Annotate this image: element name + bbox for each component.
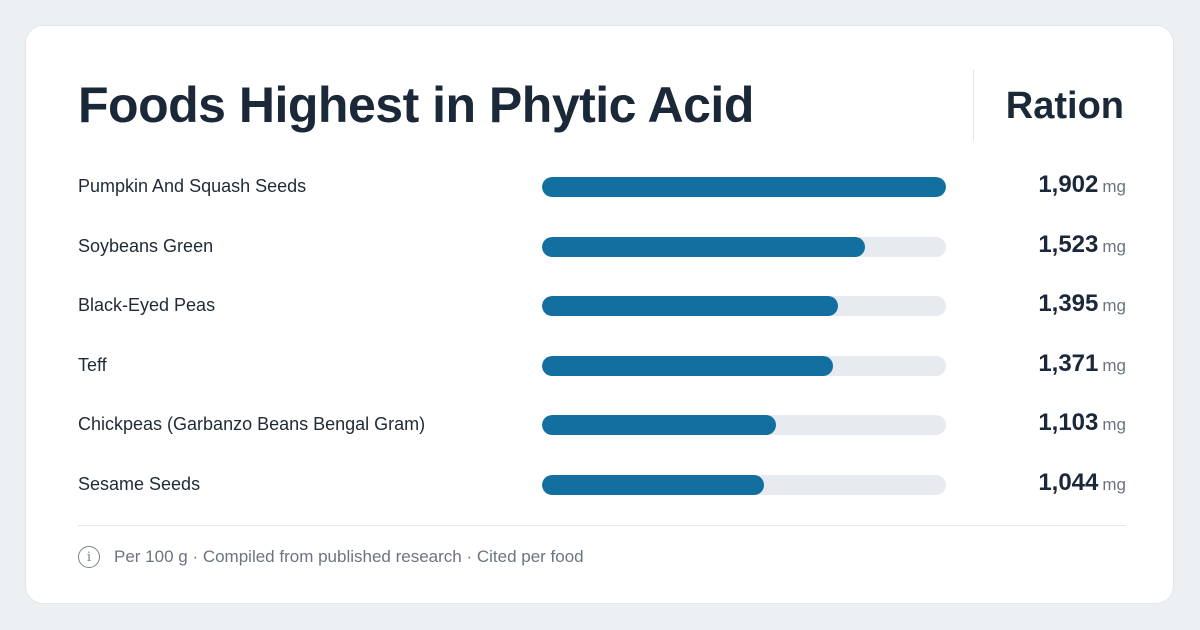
value-label: 1,395 mg: [1038, 289, 1126, 322]
bar-row: Sesame Seeds 1,044 mg: [78, 455, 1126, 515]
bar-track: [542, 177, 946, 197]
value-column-title: Ration: [1005, 85, 1124, 127]
footer-divider: [78, 525, 1126, 526]
bar-track: [542, 236, 946, 257]
bar-track: [542, 355, 946, 376]
value-unit: mg: [1102, 236, 1126, 256]
value-number: 1,902: [1038, 171, 1099, 198]
value-number: 1,395: [1038, 290, 1099, 318]
bar-track: [542, 415, 946, 436]
bar-rows: Pumpkin And Squash Seeds 1,902 mg Soybeans …: [78, 157, 1126, 515]
category-label: Soybeans Green: [78, 235, 214, 256]
bar-track: [542, 474, 946, 495]
value-unit: mg: [1102, 355, 1126, 375]
chart-card: Foods Highest in Phytic Acid Ration Pump…: [25, 25, 1174, 604]
bar: [542, 236, 866, 257]
bar: [542, 177, 946, 197]
bar: [542, 355, 834, 376]
category-label: Chickpeas (Garbanzo Beans Bengal Gram): [78, 414, 426, 435]
bar-row: Pumpkin And Squash Seeds 1,902 mg: [78, 157, 1126, 217]
value-number: 1,103: [1038, 409, 1099, 437]
category-label: Teff: [78, 354, 107, 375]
value-label: 1,103 mg: [1038, 408, 1126, 441]
value-unit: mg: [1102, 415, 1126, 435]
bar-row: Chickpeas (Garbanzo Beans Bengal Gram) 1,…: [78, 395, 1126, 455]
value-unit: mg: [1102, 474, 1126, 494]
category-label: Black-Eyed Peas: [78, 295, 216, 316]
bar-row: Black-Eyed Peas 1,395 mg: [78, 276, 1126, 336]
footer: i Per 100 g · Compiled from published re…: [78, 544, 584, 570]
footer-note: Per 100 g · Compiled from published rese…: [114, 547, 584, 566]
bar-track: [542, 296, 946, 317]
value-label: 1,371 mg: [1038, 349, 1126, 382]
bar: [542, 474, 764, 495]
bar-row: Teff 1,371 mg: [78, 336, 1126, 396]
header-divider: [973, 70, 974, 141]
category-label: Pumpkin And Squash Seeds: [78, 176, 307, 196]
value-label: 1,902 mg: [1038, 170, 1126, 203]
value-number: 1,523: [1038, 230, 1099, 258]
value-number: 1,371: [1038, 349, 1099, 377]
info-icon: i: [78, 546, 100, 568]
bar: [542, 296, 839, 317]
value-unit: mg: [1102, 296, 1126, 316]
chart-title: Foods Highest in Phytic Acid: [78, 77, 754, 133]
value-label: 1,044 mg: [1038, 468, 1126, 501]
value-label: 1,523 mg: [1038, 230, 1126, 263]
value-number: 1,044: [1038, 468, 1099, 496]
category-label: Sesame Seeds: [78, 473, 201, 494]
bar: [542, 415, 777, 436]
value-unit: mg: [1102, 177, 1126, 196]
bar-row: Soybeans Green 1,523 mg: [78, 217, 1126, 277]
